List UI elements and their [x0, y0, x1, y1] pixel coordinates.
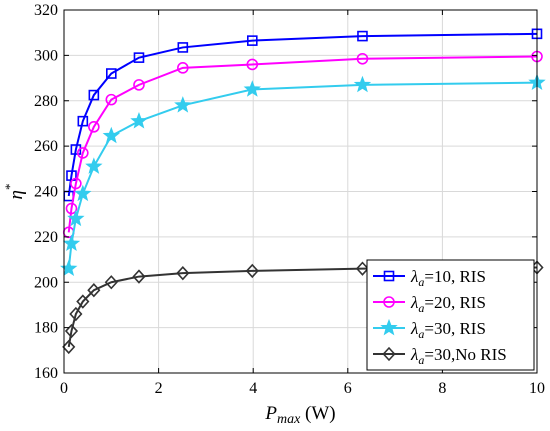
y-axis-label: η* [2, 184, 27, 200]
data-point [60, 259, 78, 277]
data-point [87, 283, 101, 298]
legend-label: λa=20, RIS [410, 293, 486, 315]
legend-marker [383, 296, 395, 308]
legend-symbol: λ [410, 267, 418, 286]
data-point [70, 177, 82, 190]
data-point [356, 52, 369, 65]
data-point [65, 202, 78, 215]
data-point [74, 184, 92, 202]
data-point [62, 234, 81, 252]
x-tick-label: 2 [155, 380, 163, 397]
y-tick-label: 300 [34, 47, 58, 64]
x-tick-label: 6 [344, 380, 352, 397]
tick-labels: 0 2 4 6 8 10 160 180 200 220 240 260 280 300 320 [34, 2, 545, 397]
data-point [64, 323, 79, 339]
legend-box [366, 259, 535, 371]
y-axis-label-sup: * [2, 184, 17, 191]
legend-subscript: a [418, 275, 424, 289]
data-point [132, 269, 146, 284]
data-point [174, 96, 192, 113]
y-tick-label: 200 [34, 274, 58, 291]
legend-text: =30,No RIS [424, 345, 506, 364]
legend-text: =20, RIS [424, 293, 486, 312]
y-tick-label: 320 [34, 2, 58, 19]
data-point [357, 30, 368, 42]
data-point [77, 115, 89, 127]
series-group [60, 28, 546, 355]
data-point [247, 35, 258, 46]
legend-text: =30, RIS [424, 319, 486, 338]
legend-marker [380, 318, 398, 336]
data-point [104, 275, 118, 290]
x-axis-label: Pmax (W) [264, 403, 335, 427]
legend-item: λa=30, RIS [373, 318, 486, 341]
legend-label: λa=30,No RIS [410, 345, 507, 367]
y-tick-label: 280 [34, 93, 58, 110]
series-line [67, 55, 538, 233]
data-point [85, 157, 103, 174]
legend-symbol: λ [410, 293, 418, 312]
data-point [102, 126, 120, 144]
data-point [88, 89, 100, 101]
legend-item: λa=30,No RIS [373, 345, 507, 367]
legend-marker [382, 346, 396, 362]
y-axis-label-main: η [6, 190, 27, 199]
legend-subscript: a [418, 327, 424, 341]
legend-subscript: a [418, 301, 424, 315]
series-2 [62, 50, 543, 239]
y-tick-label: 180 [34, 320, 58, 337]
data-point [88, 121, 100, 133]
y-tick-label: 160 [34, 365, 58, 382]
data-point [70, 144, 82, 155]
legend-text: =10, RIS [424, 267, 486, 286]
y-tick-label: 240 [34, 184, 58, 201]
data-point [176, 265, 190, 281]
series-1 [63, 28, 543, 202]
data-point [133, 52, 145, 63]
data-point [355, 261, 370, 276]
data-point [69, 306, 83, 322]
x-tick-label: 0 [60, 380, 68, 397]
x-axis-label-main: P [264, 403, 277, 424]
x-axis-label-unit: (W) [300, 403, 335, 424]
data-point [177, 62, 189, 74]
data-point [177, 42, 189, 53]
x-tick-label: 8 [438, 380, 446, 397]
data-point [76, 294, 90, 309]
legend-item: λa=20, RIS [373, 293, 486, 315]
data-point [130, 112, 148, 129]
data-point [353, 75, 372, 93]
legend-label: λa=10, RIS [410, 267, 486, 289]
series-line [67, 32, 538, 197]
series-line [67, 266, 538, 348]
legend-subscript: a [418, 353, 424, 367]
data-point [62, 339, 76, 355]
y-tick-label: 260 [34, 138, 58, 155]
data-point [133, 79, 145, 91]
data-point [105, 93, 118, 106]
x-tick-label: 10 [529, 380, 545, 397]
x-tick-label: 4 [249, 380, 257, 397]
data-point [243, 80, 261, 97]
data-point [246, 58, 259, 71]
legend-item: λa=10, RIS [373, 267, 486, 289]
legend-symbol: λ [410, 345, 418, 364]
data-point [67, 209, 85, 227]
legend-symbol: λ [410, 319, 418, 338]
data-point [245, 263, 259, 279]
data-point [77, 147, 89, 159]
x-axis-label-sub: max [277, 412, 301, 427]
data-point [106, 68, 117, 79]
y-tick-label: 220 [34, 229, 58, 246]
legend-marker [383, 270, 395, 282]
legend-label: λa=30, RIS [410, 319, 486, 341]
